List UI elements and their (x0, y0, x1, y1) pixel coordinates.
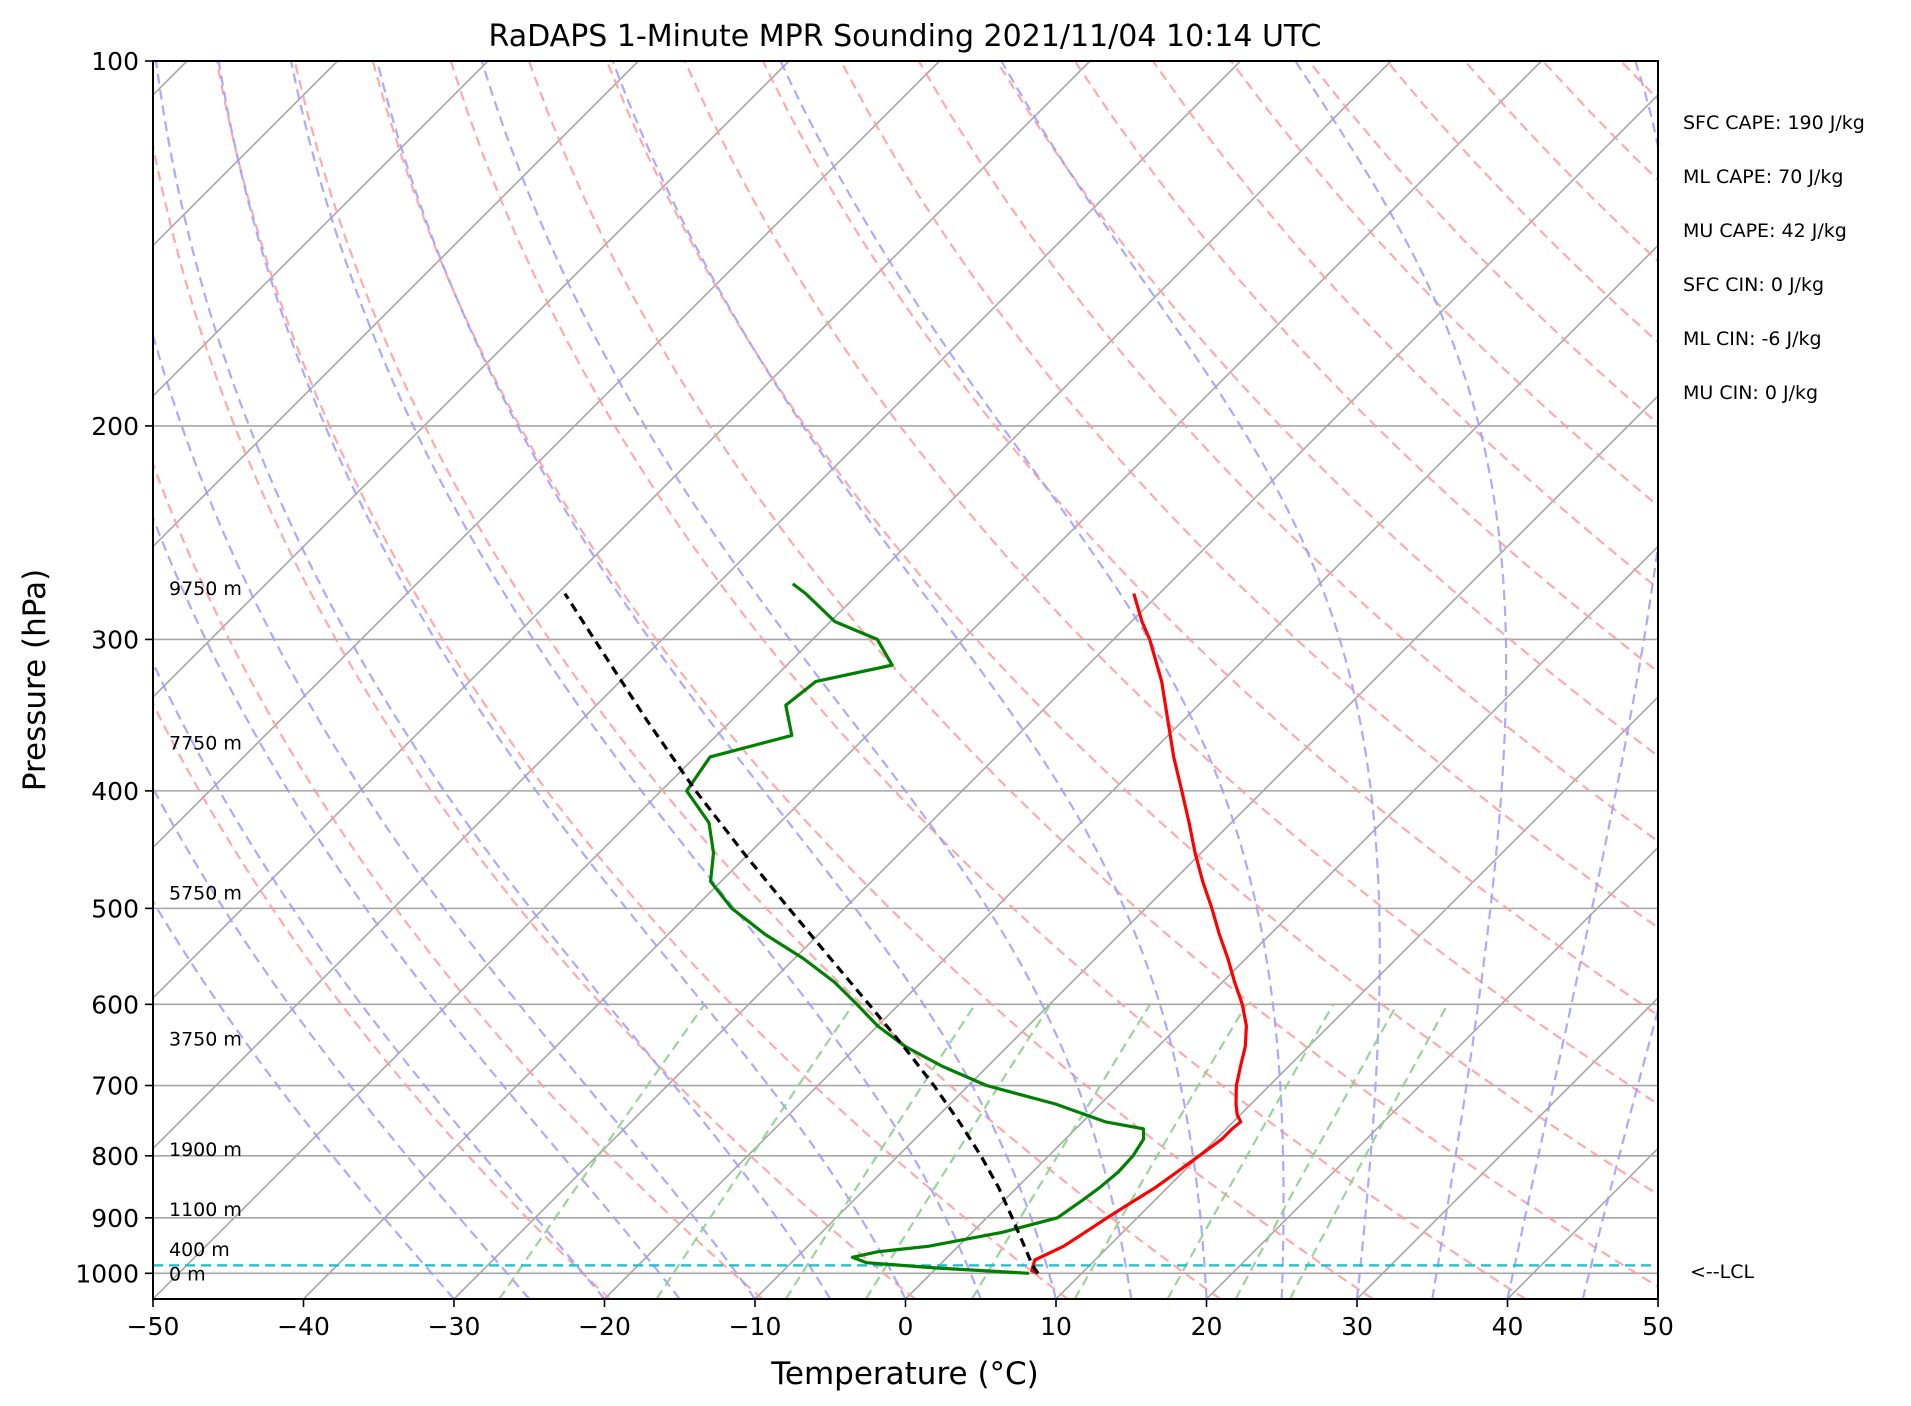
x-tick-label: −20 (578, 1312, 631, 1341)
y-tick-label: 100 (91, 47, 139, 76)
x-tick-label: 20 (1191, 1312, 1223, 1341)
reference-lines (153, 61, 1658, 1299)
dewpoint-line (685, 582, 1146, 1275)
mixing-ratio-line (784, 1003, 977, 1299)
isotherm-line (1356, 996, 1658, 1299)
moist-adiabat-line (1581, 1006, 1658, 1299)
moist-adiabat-line (153, 515, 681, 1299)
dry-adiabat-line (527, 61, 1658, 1289)
x-tick-label: 0 (898, 1312, 914, 1341)
height-label: 1100 m (169, 1199, 242, 1221)
moist-adiabat-line (153, 786, 531, 1299)
dry-adiabat-line (153, 139, 916, 1299)
dry-adiabat-line (449, 61, 1527, 1299)
isotherm-line (1205, 846, 1658, 1299)
parcel-line (563, 592, 1040, 1275)
y-tick-label: 700 (91, 1072, 139, 1101)
y-tick-label: 1000 (75, 1259, 139, 1288)
mixing-ratio-line (1234, 1003, 1398, 1299)
x-axis-label: Temperature (°C) (770, 1356, 1039, 1392)
index-label: ML CIN: -6 J/kg (1683, 328, 1822, 350)
y-tick-label: 400 (91, 777, 139, 806)
dry-adiabat-line (371, 61, 1374, 1299)
y-axis-label: Pressure (hPa) (17, 569, 53, 791)
x-tick-label: 10 (1040, 1312, 1072, 1341)
index-label: ML CAPE: 70 J/kg (1683, 166, 1843, 188)
moist-adiabat-line (1506, 61, 1658, 1299)
moist-adiabat-line (154, 61, 832, 1299)
x-tick-label: 50 (1642, 1312, 1674, 1341)
y-tick-label: 900 (91, 1204, 139, 1233)
index-label: SFC CIN: 0 J/kg (1683, 274, 1824, 296)
dry-adiabat-line (293, 61, 1221, 1299)
moist-adiabat-line (779, 61, 1285, 1299)
index-label: SFC CAPE: 190 J/kg (1683, 112, 1865, 134)
height-label: 9750 m (169, 578, 242, 600)
x-tick-label: 30 (1341, 1312, 1373, 1341)
isotherm-line (153, 61, 640, 548)
isotherm-line (153, 61, 790, 699)
dry-adiabat-line (605, 61, 1658, 1196)
moist-adiabat-line (1294, 61, 1508, 1299)
isotherm-line (153, 61, 941, 849)
mixing-ratio-line (1073, 1003, 1248, 1299)
moist-adiabat-line (153, 660, 606, 1299)
height-label: 0 m (169, 1263, 206, 1285)
moist-adiabat-line (1000, 61, 1381, 1299)
x-tick-label: −50 (127, 1312, 180, 1341)
x-axis-ticks: −50 −40 −30 −20 −10 0 10 20 30 40 50 (127, 1299, 1674, 1341)
y-axis-ticks: 100 200 300 400 500 600 700 800 900 1000 (75, 47, 153, 1288)
moist-adiabat-line (611, 61, 1208, 1299)
moist-adiabat-line (217, 61, 907, 1299)
x-tick-label: 40 (1492, 1312, 1524, 1341)
isotherm-line (153, 61, 489, 398)
isotherm-line (453, 93, 1658, 1299)
lcl-label: <--LCL (1690, 1261, 1754, 1283)
height-label: 7750 m (169, 733, 242, 755)
y-tick-label: 500 (91, 894, 139, 923)
isotherm-line (302, 61, 1543, 1299)
dry-adiabat-line (153, 460, 764, 1299)
dry-adiabat-line (995, 61, 1658, 758)
mixing-ratio-line (655, 1003, 855, 1299)
isotherm-line (904, 545, 1658, 1299)
y-tick-label: 600 (91, 990, 139, 1019)
x-tick-label: −10 (729, 1312, 782, 1341)
index-label: MU CAPE: 42 J/kg (1683, 220, 1847, 242)
moist-adiabat-line (290, 61, 982, 1299)
y-tick-label: 300 (91, 625, 139, 654)
y-tick-label: 200 (91, 412, 139, 441)
isotherm-line (153, 61, 1091, 1000)
height-label: 1900 m (169, 1139, 242, 1161)
mixing-ratio-line (1288, 1003, 1449, 1299)
dry-adiabat-line (761, 61, 1658, 1017)
mixing-ratio-line (971, 1003, 1152, 1299)
mixing-ratio-line (864, 1003, 1052, 1299)
mixing-ratio-line (1166, 1003, 1335, 1299)
isotherm-line (153, 61, 1392, 1299)
isotherm-line (754, 394, 1658, 1299)
height-label: 3750 m (169, 1028, 242, 1050)
x-tick-label: −40 (277, 1312, 330, 1341)
chart-title: RaDAPS 1-Minute MPR Sounding 2021/11/04 … (489, 19, 1322, 54)
isotherm-line (603, 244, 1658, 1299)
index-label: MU CIN: 0 J/kg (1683, 382, 1818, 404)
height-label: 5750 m (169, 882, 242, 904)
x-tick-label: −30 (428, 1312, 481, 1341)
isotherm-line (1055, 695, 1658, 1299)
moist-adiabat-line (153, 899, 455, 1299)
temperature-line (1030, 593, 1248, 1275)
moist-adiabat-line (153, 331, 756, 1299)
y-tick-label: 800 (91, 1142, 139, 1171)
height-label: 400 m (169, 1239, 230, 1261)
stability-indices: SFC CAPE: 190 J/kg ML CAPE: 70 J/kg MU CAP… (1683, 112, 1865, 404)
series-lines (563, 582, 1248, 1275)
dry-adiabat-line (917, 61, 1658, 843)
dry-adiabat-line (1151, 61, 1658, 590)
